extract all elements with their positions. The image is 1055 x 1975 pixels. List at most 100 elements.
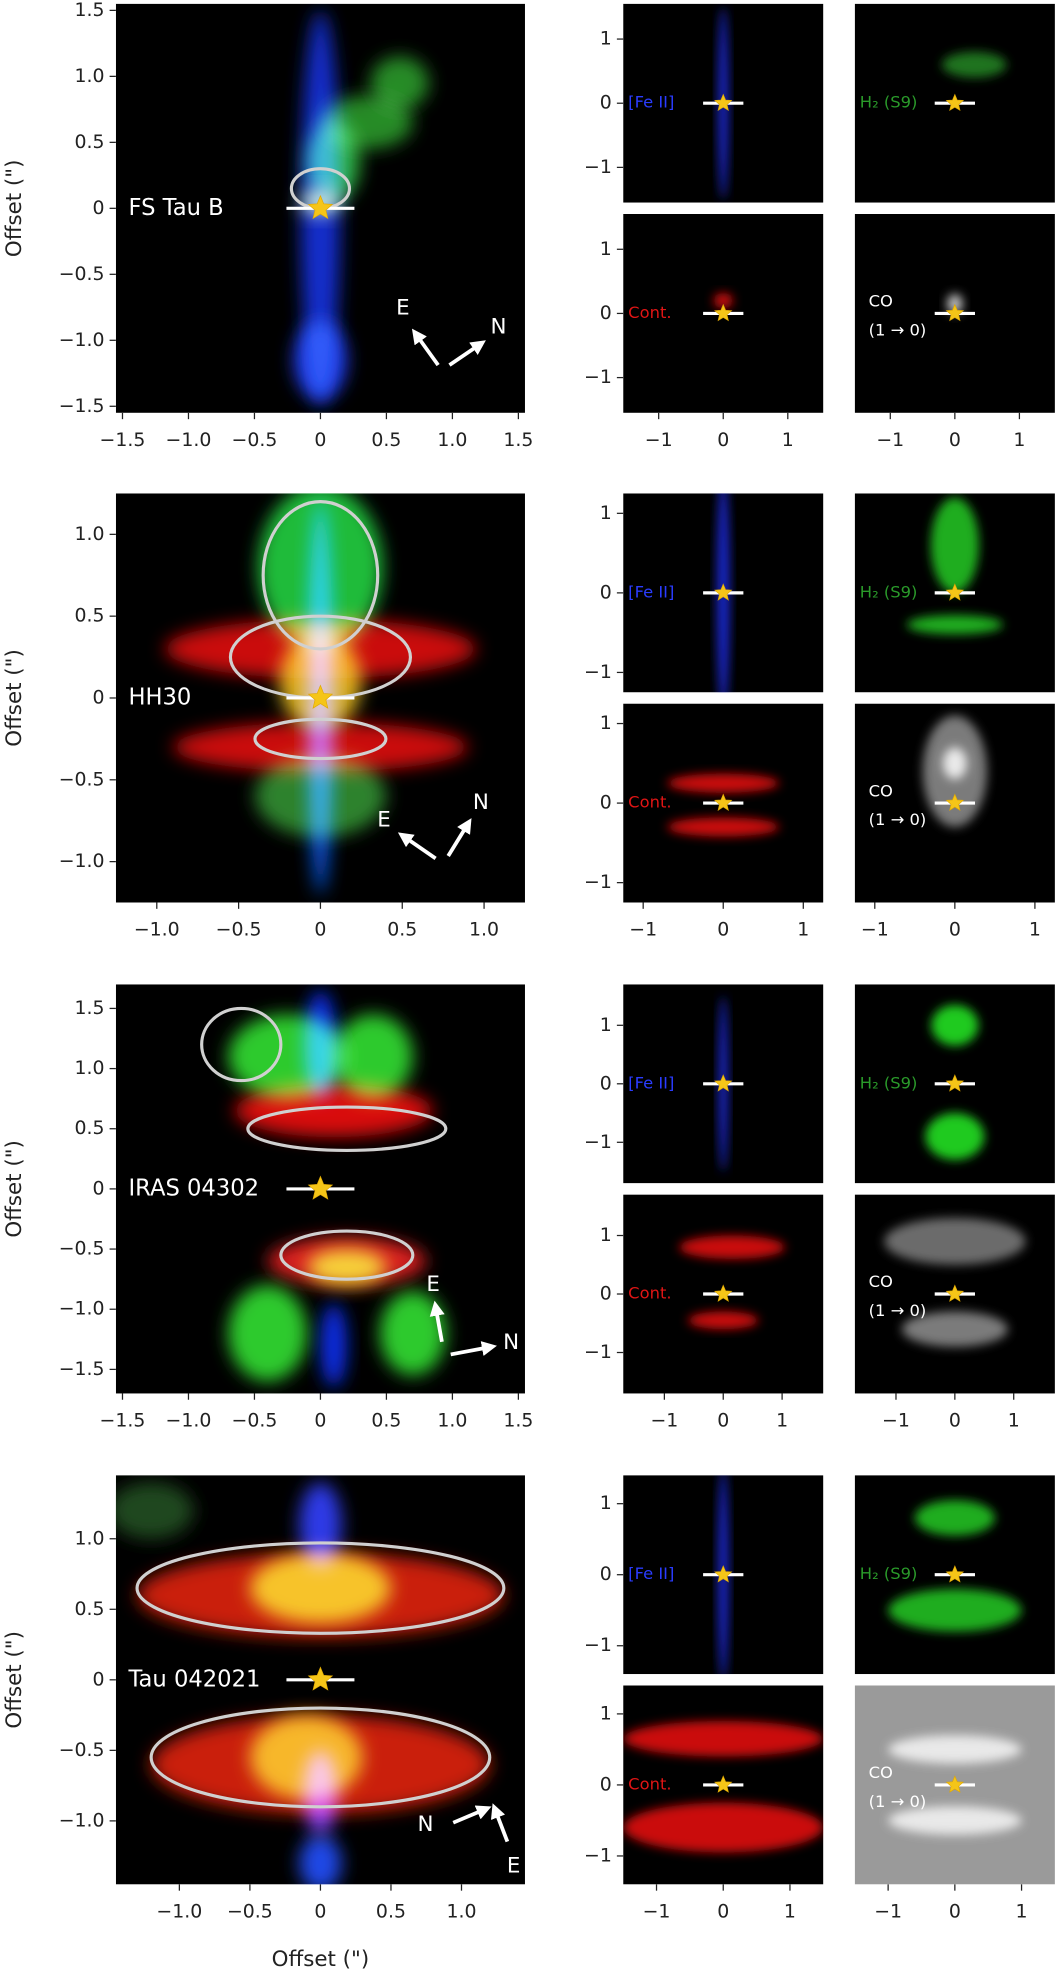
image-panel: FS Tau B E N: [115, 3, 525, 413]
y-tick-label: −1: [584, 366, 612, 388]
image-panel: H₂ (S9): [854, 984, 1055, 1184]
x-tick-label: 0: [314, 1410, 326, 1432]
compass-label: E: [377, 808, 391, 833]
image-panel: Cont.: [623, 213, 824, 413]
star: [945, 793, 965, 811]
emission: [888, 1806, 1022, 1835]
map-label: H₂ (S9): [860, 1073, 918, 1092]
x-tick-label: −1: [882, 1410, 910, 1432]
emission: [888, 1588, 1022, 1632]
x-tick-label: 0.5: [387, 919, 417, 941]
image-panel: Cont.: [623, 1194, 824, 1394]
emission: [333, 1014, 413, 1099]
compass-arrow: [452, 1805, 492, 1825]
y-tick-label: −1: [584, 1634, 612, 1656]
y-tick-label: −1: [584, 1341, 612, 1363]
compass-arrow: [448, 340, 486, 367]
contour: [149, 1706, 492, 1809]
emission: [947, 294, 963, 314]
y-tick-label: −1.5: [59, 1358, 105, 1380]
compass-label: N: [491, 314, 507, 339]
emission: [228, 1285, 308, 1382]
x-tick-label: 1: [776, 1410, 788, 1432]
x-tick-label: 0: [949, 1901, 961, 1923]
x-tick-label: −1: [643, 1901, 671, 1923]
y-tick-label: 1.0: [75, 523, 105, 545]
x-tick-label: −1: [874, 1901, 902, 1923]
x-tick-label: −0.5: [232, 429, 278, 451]
x-tick-label: 1: [1016, 1901, 1028, 1923]
y-tick-label: 1.0: [75, 1527, 105, 1549]
image-panel: CO (1 → 0): [854, 213, 1055, 413]
x-tick-label: 0.5: [376, 1901, 406, 1923]
contour: [246, 1105, 448, 1152]
y-tick-label: 0.5: [75, 605, 105, 627]
compass-arrow: [397, 832, 437, 861]
map-label: (1 → 0): [869, 1301, 927, 1320]
y-tick-label: 1: [600, 1702, 612, 1724]
image-panel: H₂ (S9): [854, 1475, 1055, 1675]
x-tick-label: −1.0: [166, 429, 212, 451]
y-tick-label: 1: [600, 712, 612, 734]
emission: [320, 1303, 347, 1388]
y-tick-label: 0: [600, 1563, 612, 1585]
x-tick-label: 1: [784, 1901, 796, 1923]
x-tick-label: −1: [650, 1410, 678, 1432]
x-tick-label: 1.0: [437, 429, 467, 451]
emission: [930, 497, 979, 593]
y-tick-label: 0: [600, 1072, 612, 1094]
y-tick-label: −1: [584, 1844, 612, 1866]
image-panel: IRAS 04302 E N: [115, 984, 525, 1394]
y-tick-label: 1: [600, 1224, 612, 1246]
y-tick-label: 0.5: [75, 1117, 105, 1139]
y-tick-label: 1: [600, 28, 612, 50]
source-name: Tau 042021: [127, 1666, 260, 1692]
map-label: [Fe II]: [628, 1073, 674, 1092]
contour: [135, 1541, 506, 1635]
y-tick-label: 0: [93, 197, 105, 219]
map-label: H₂ (S9): [860, 582, 918, 601]
y-tick-label: 1: [600, 238, 612, 260]
compass-arrow: [429, 1300, 445, 1343]
x-tick-label: −0.5: [227, 1901, 273, 1923]
star: [714, 1074, 733, 1092]
y-tick-label: 0.5: [75, 1598, 105, 1620]
map-label: Cont.: [628, 303, 671, 322]
map-label: (1 → 0): [869, 810, 927, 829]
emission: [667, 773, 780, 793]
compass-label: E: [507, 1854, 521, 1879]
image-panel: Cont.: [623, 1685, 824, 1885]
x-tick-label: 1.0: [469, 919, 499, 941]
compass-arrow: [450, 1341, 497, 1357]
star: [307, 194, 334, 220]
y-tick-label: 0: [600, 792, 612, 814]
y-tick-label: 0: [600, 302, 612, 324]
image-panel: Tau 042021 N E: [115, 1475, 525, 1885]
contour: [200, 1006, 283, 1083]
x-tick-label: −1.0: [166, 1410, 212, 1432]
emission: [884, 1217, 1026, 1265]
source-name: HH30: [128, 684, 191, 710]
x-tick-label: −1.5: [100, 429, 146, 451]
map-label: H₂ (S9): [860, 1564, 918, 1583]
y-tick-label: −0.5: [59, 263, 105, 285]
image-panel: HH30 E N: [115, 493, 525, 903]
emission: [304, 990, 337, 1099]
x-tick-label: 1: [1013, 429, 1025, 451]
y-tick-label: −0.5: [59, 1238, 105, 1260]
compass-label: N: [473, 790, 489, 815]
emission: [914, 1500, 995, 1536]
y-tick-label: 0: [93, 1668, 105, 1690]
x-tick-label: −1: [629, 919, 657, 941]
star: [307, 1175, 334, 1200]
y-tick-label: −0.5: [59, 768, 105, 790]
emission: [299, 1482, 342, 1567]
map-label: Cont.: [628, 1774, 671, 1793]
y-tick-label: 1.5: [75, 0, 105, 21]
x-tick-label: 0: [717, 919, 729, 941]
image-panel: CO (1 → 0): [854, 1194, 1055, 1394]
y-tick-label: −1.5: [59, 395, 105, 417]
star: [714, 793, 733, 811]
image-panel: H₂ (S9): [854, 3, 1055, 203]
y-tick-label: −1.0: [59, 1809, 105, 1831]
